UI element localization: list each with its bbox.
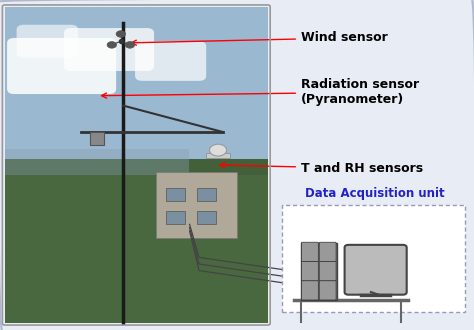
- FancyBboxPatch shape: [319, 281, 336, 300]
- Circle shape: [116, 31, 126, 37]
- FancyBboxPatch shape: [5, 149, 189, 175]
- FancyBboxPatch shape: [7, 38, 116, 94]
- FancyBboxPatch shape: [301, 243, 337, 300]
- FancyBboxPatch shape: [197, 211, 216, 224]
- FancyBboxPatch shape: [301, 242, 319, 261]
- Circle shape: [107, 42, 117, 48]
- FancyBboxPatch shape: [206, 153, 230, 158]
- FancyBboxPatch shape: [135, 41, 206, 81]
- FancyBboxPatch shape: [319, 242, 336, 261]
- FancyBboxPatch shape: [166, 188, 185, 201]
- FancyBboxPatch shape: [64, 28, 154, 71]
- Text: Wind sensor: Wind sensor: [131, 31, 388, 45]
- Circle shape: [210, 144, 227, 156]
- FancyBboxPatch shape: [90, 132, 104, 145]
- FancyBboxPatch shape: [282, 205, 465, 312]
- FancyBboxPatch shape: [5, 7, 268, 159]
- Circle shape: [125, 42, 135, 48]
- FancyBboxPatch shape: [156, 172, 237, 238]
- FancyBboxPatch shape: [5, 142, 268, 175]
- FancyBboxPatch shape: [301, 261, 319, 281]
- FancyBboxPatch shape: [319, 261, 336, 281]
- FancyBboxPatch shape: [301, 281, 319, 300]
- FancyBboxPatch shape: [197, 188, 216, 201]
- FancyBboxPatch shape: [166, 211, 185, 224]
- FancyBboxPatch shape: [5, 159, 268, 323]
- Text: T and RH sensors: T and RH sensors: [220, 162, 423, 175]
- FancyBboxPatch shape: [345, 245, 407, 295]
- Text: Datalogger: Datalogger: [296, 226, 355, 236]
- FancyBboxPatch shape: [17, 25, 78, 58]
- Text: Data Acquisition unit: Data Acquisition unit: [305, 187, 444, 200]
- Text: PC: PC: [366, 263, 385, 276]
- Text: Radiation sensor
(Pyranometer): Radiation sensor (Pyranometer): [101, 79, 419, 106]
